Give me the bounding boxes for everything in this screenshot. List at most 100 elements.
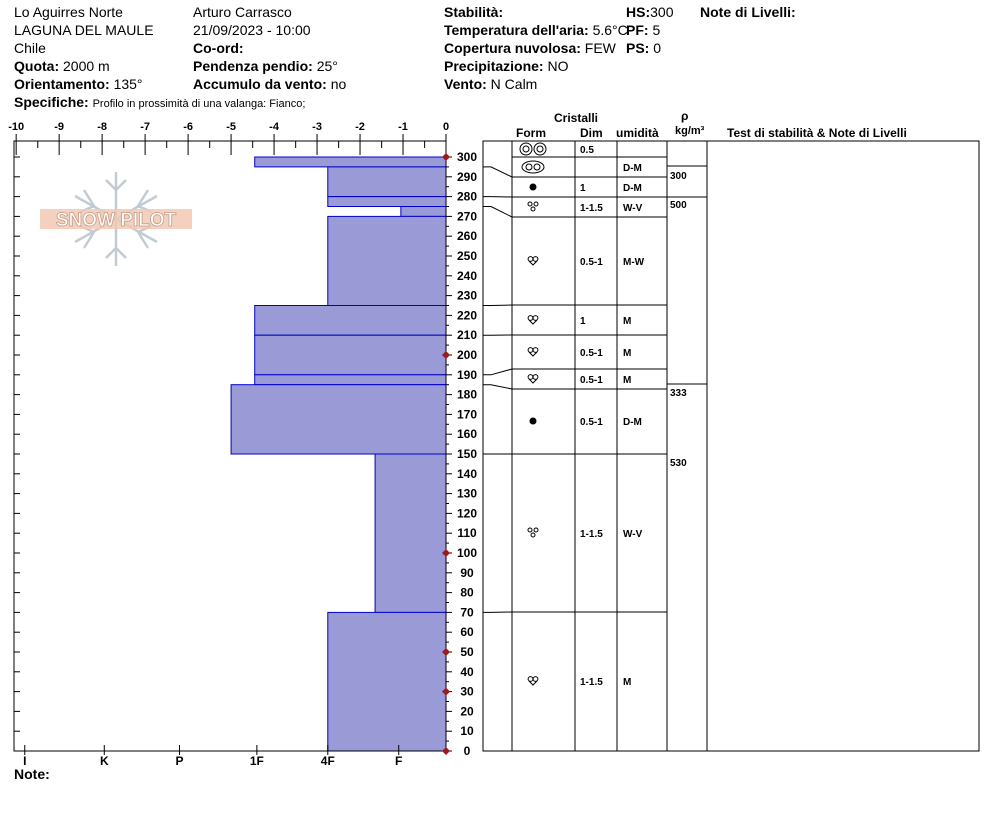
y-tick-label: 200 bbox=[457, 348, 477, 362]
table-frame bbox=[482, 140, 980, 752]
grain-size-label: 1-1.5 bbox=[580, 677, 603, 688]
df-circle bbox=[525, 163, 533, 171]
y-tick-label: 170 bbox=[457, 407, 477, 421]
crystal-form-fc-icon bbox=[527, 315, 539, 325]
df-circle bbox=[533, 163, 541, 171]
elevation-label: Quota: bbox=[14, 58, 60, 74]
air-temp-row: Temperatura dell'aria: 5.6°C bbox=[444, 22, 628, 38]
fc-lobe bbox=[532, 347, 539, 353]
hardness-bar bbox=[254, 334, 447, 376]
temperature-marker bbox=[442, 687, 450, 696]
y-tick-label: 150 bbox=[457, 447, 477, 461]
region-name: LAGUNA DEL MAULE bbox=[14, 22, 154, 38]
layer-connector bbox=[483, 166, 513, 178]
density-unit-header: kg/m³ bbox=[675, 125, 705, 137]
y-tick-label: 70 bbox=[460, 605, 474, 619]
rg-circle bbox=[530, 206, 536, 212]
grain-size-label: 1-1.5 bbox=[580, 529, 603, 540]
form-header: Form bbox=[516, 126, 546, 140]
fc-lobe bbox=[527, 347, 534, 353]
y-tick-label: 0 bbox=[464, 744, 471, 758]
humidity-label: M bbox=[623, 316, 631, 327]
ps-label: PS: bbox=[626, 40, 650, 56]
notes-label: Note: bbox=[14, 766, 50, 782]
slope-label: Pendenza pendio: bbox=[193, 58, 313, 74]
hardness-bar bbox=[400, 206, 447, 217]
hs-value: 300 bbox=[650, 4, 674, 20]
grain-size-label: 1-1.5 bbox=[580, 203, 603, 214]
grain-size-label: 1 bbox=[580, 183, 586, 194]
density-label: 333 bbox=[670, 388, 687, 399]
fc-point bbox=[528, 319, 538, 325]
humidity-label: D-M bbox=[623, 417, 642, 428]
x-tick-label: 0 bbox=[443, 121, 449, 133]
plot-frame bbox=[13, 140, 447, 752]
x-tick-label: -5 bbox=[226, 121, 236, 133]
specs-row: Specifiche: Profilo in prossimità di una… bbox=[14, 94, 305, 112]
humidity-label: D-M bbox=[623, 163, 642, 174]
crystal-form-mf-icon bbox=[529, 417, 537, 425]
rg-circle bbox=[533, 527, 539, 533]
hardness-tick-label: P bbox=[175, 754, 183, 768]
temperature-marker bbox=[442, 351, 450, 359]
hardness-bar bbox=[327, 611, 447, 752]
hardness-bar bbox=[374, 453, 447, 613]
hardness-tick-label: F bbox=[395, 754, 402, 768]
y-tick-label: 60 bbox=[460, 625, 474, 639]
fc-lobe bbox=[527, 676, 534, 682]
y-tick-label: 260 bbox=[457, 229, 477, 243]
wind-loading-label: Accumulo da vento: bbox=[193, 76, 327, 92]
layer-connector bbox=[483, 368, 513, 376]
crystals-header: Cristalli bbox=[554, 111, 599, 125]
humidity-label: W-V bbox=[623, 203, 643, 214]
hs-label: HS: bbox=[626, 4, 651, 20]
y-tick-label: 30 bbox=[460, 685, 474, 699]
hardness-tick-label: 4F bbox=[321, 754, 335, 768]
slope-row: Pendenza pendio: 25° bbox=[193, 58, 338, 74]
logo-band bbox=[40, 209, 192, 229]
x-tick-label: -10 bbox=[8, 121, 24, 133]
grain-size-label: 0.5-1 bbox=[580, 348, 603, 359]
fc-lobe bbox=[527, 315, 534, 321]
hardness-bar bbox=[254, 305, 447, 336]
x-tick-label: -9 bbox=[54, 121, 64, 133]
precip-value: NO bbox=[547, 58, 569, 74]
crystal-form-df-icon bbox=[521, 160, 545, 174]
x-tick-label: -1 bbox=[398, 121, 408, 133]
hardness-bar bbox=[327, 196, 447, 208]
country-name: Chile bbox=[14, 40, 46, 56]
hardness-bar bbox=[327, 166, 447, 198]
precip-label: Precipitazione: bbox=[444, 58, 544, 74]
df-circle bbox=[519, 142, 533, 156]
y-tick-label: 140 bbox=[457, 467, 477, 481]
dim-header: Dim bbox=[580, 126, 603, 140]
temperature-marker bbox=[442, 549, 450, 557]
layer-connector bbox=[483, 206, 513, 218]
mf-dot bbox=[529, 417, 537, 425]
fc-lobe bbox=[527, 256, 534, 262]
y-tick-label: 10 bbox=[460, 724, 474, 738]
y-tick-label: 20 bbox=[460, 704, 474, 718]
fc-lobe bbox=[532, 315, 539, 321]
y-tick-label: 280 bbox=[457, 190, 477, 204]
rg-circle bbox=[530, 532, 536, 538]
grain-size-label: 0.5-1 bbox=[580, 257, 603, 268]
y-tick-label: 80 bbox=[460, 586, 474, 600]
crystal-form-fc-icon bbox=[527, 374, 539, 384]
hardness-tick-label: 1F bbox=[250, 754, 264, 768]
rg-circle bbox=[527, 201, 533, 207]
y-tick-label: 300 bbox=[457, 150, 477, 164]
rho-header: ρ bbox=[681, 109, 689, 123]
pf-label: PF: bbox=[626, 22, 649, 38]
y-tick-label: 220 bbox=[457, 308, 477, 322]
fc-lobe bbox=[532, 256, 539, 262]
crystal-form-rg-icon bbox=[527, 201, 539, 212]
fc-lobe bbox=[532, 676, 539, 682]
wind-label: Vento: bbox=[444, 76, 487, 92]
precip-row: Precipitazione: NO bbox=[444, 58, 568, 74]
crystal-form-rg-icon bbox=[527, 527, 539, 538]
fc-point bbox=[528, 378, 538, 384]
y-tick-label: 110 bbox=[457, 526, 477, 540]
y-tick-label: 90 bbox=[460, 566, 474, 580]
specs-label: Specifiche: bbox=[14, 94, 89, 110]
